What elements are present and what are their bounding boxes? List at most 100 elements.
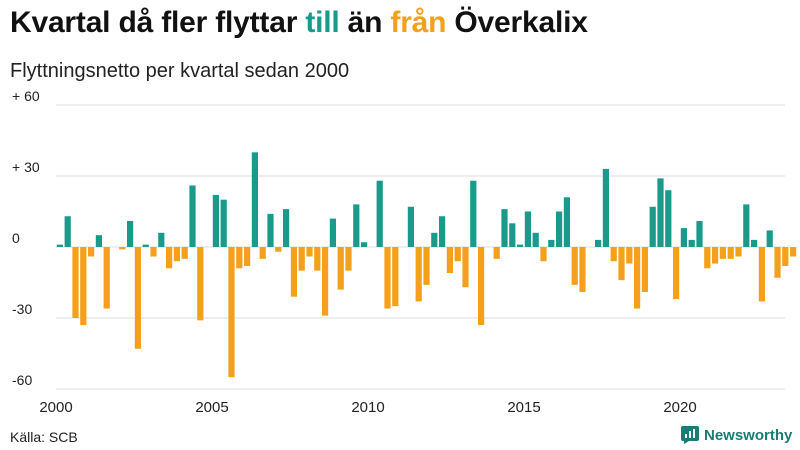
bar: [267, 213, 274, 247]
y-tick-label: + 60: [12, 88, 40, 104]
bar: [95, 235, 102, 247]
bar: [220, 199, 227, 247]
bar: [719, 247, 726, 259]
bar: [454, 247, 461, 262]
bar: [337, 247, 344, 290]
x-tick-label: 2015: [507, 399, 540, 416]
bar: [673, 247, 680, 300]
bar: [556, 211, 563, 247]
bar: [680, 228, 687, 247]
bar: [298, 247, 305, 271]
bar: [103, 247, 110, 309]
bar: [478, 247, 485, 326]
bars: [56, 152, 797, 378]
x-axis-labels: 2000 2005 2010 2015 2020: [39, 399, 696, 416]
bar: [415, 247, 422, 302]
bar: [212, 194, 219, 247]
bar: [228, 247, 235, 378]
bar: [493, 247, 500, 259]
bar: [197, 247, 204, 321]
bar: [712, 247, 719, 264]
bar: [166, 247, 173, 269]
bar: [353, 204, 360, 247]
bar: [329, 218, 336, 247]
newsworthy-icon: [681, 426, 699, 444]
bar: [119, 247, 126, 250]
bar: [626, 247, 633, 264]
bar: [283, 209, 290, 247]
bar: [743, 204, 750, 247]
bar: [446, 247, 453, 274]
bar: [361, 242, 368, 247]
bar: [431, 232, 438, 247]
bar: [181, 247, 188, 259]
bar: [532, 232, 539, 247]
bar: [704, 247, 711, 269]
bar: [634, 247, 641, 309]
bar: [782, 247, 789, 266]
bar: [696, 220, 703, 247]
bar: [88, 247, 95, 257]
bar: [244, 247, 251, 266]
bar: [173, 247, 180, 262]
bar: [384, 247, 391, 309]
bar: [790, 247, 797, 257]
bar: [649, 206, 656, 247]
bar: [563, 197, 570, 247]
bar: [376, 180, 383, 247]
bar: [540, 247, 547, 262]
bar: [392, 247, 399, 307]
bar: [641, 247, 648, 292]
x-tick-label: 2000: [39, 399, 72, 416]
bar: [610, 247, 617, 262]
bar: [150, 247, 157, 257]
bar: [275, 247, 282, 252]
bar: [407, 206, 414, 247]
title-part-3: Överkalix: [446, 6, 588, 39]
x-tick-label: 2005: [195, 399, 228, 416]
bar: [423, 247, 430, 285]
chart-title: Kvartal då fler flyttar till än från Öve…: [10, 6, 588, 40]
source-label: Källa: SCB: [10, 429, 78, 445]
chart-subtitle: Flyttningsnetto per kvartal sedan 2000: [10, 60, 350, 82]
x-tick-label: 2010: [351, 399, 384, 416]
bar: [439, 216, 446, 247]
bar: [470, 180, 477, 247]
bar: [579, 247, 586, 292]
bar: [501, 209, 508, 247]
bar: [345, 247, 352, 271]
bar: [509, 223, 516, 247]
bar: [571, 247, 578, 285]
y-axis-labels: + 60 + 30 0 -30 -60: [12, 88, 40, 388]
bar: [290, 247, 297, 297]
bar: [595, 239, 602, 247]
bar: [517, 244, 524, 247]
bar: [618, 247, 625, 281]
bar: [142, 244, 149, 247]
bar: [251, 152, 258, 247]
bar: [524, 211, 531, 247]
bar: [127, 220, 134, 247]
bar: [766, 230, 773, 247]
bar: [735, 247, 742, 257]
bar: [751, 239, 758, 247]
title-part-2: än: [339, 6, 391, 39]
newsworthy-logo[interactable]: Newsworthy: [681, 426, 792, 444]
x-tick-label: 2020: [663, 399, 696, 416]
brand-name: Newsworthy: [704, 426, 793, 444]
bar: [665, 190, 672, 247]
bar: [322, 247, 329, 316]
bar: [727, 247, 734, 259]
title-till: till: [305, 6, 340, 39]
bar: [602, 168, 609, 247]
y-tick-label: + 30: [12, 159, 40, 175]
bar: [314, 247, 321, 271]
bar: [134, 247, 141, 349]
y-tick-label: -60: [12, 372, 32, 388]
bar: [462, 247, 469, 288]
bar: [158, 232, 165, 247]
bar: [548, 239, 555, 247]
bar: [306, 247, 313, 257]
